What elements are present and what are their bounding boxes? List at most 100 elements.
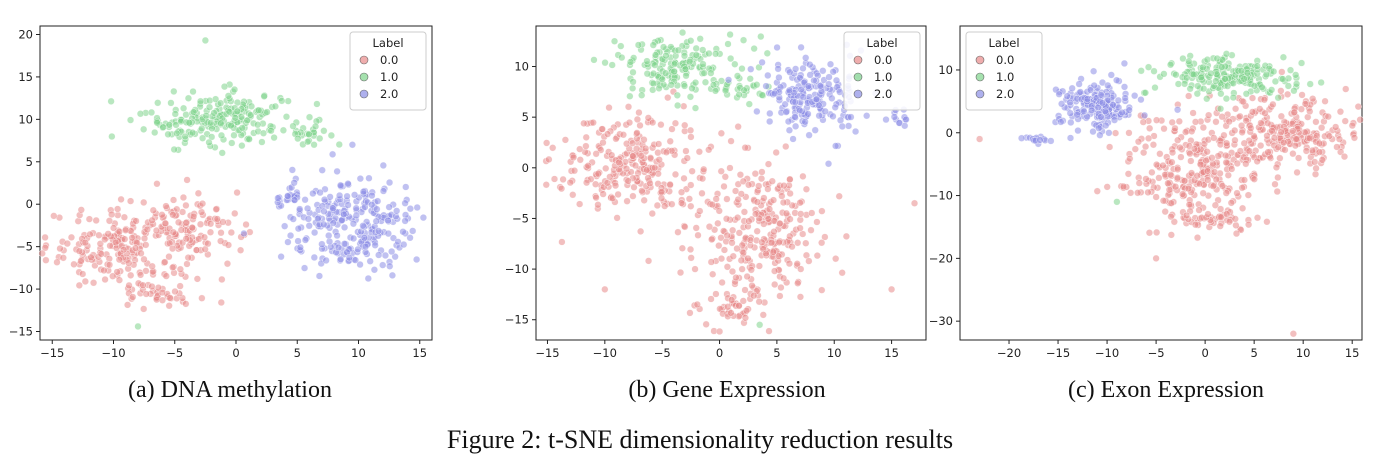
data-point-label-0.0 (219, 218, 227, 226)
data-point-label-0.0 (112, 238, 120, 247)
data-point-label-0.0 (1182, 128, 1190, 136)
data-point-label-2.0 (296, 243, 304, 251)
x-tick-label: −5 (654, 346, 671, 360)
data-point-label-0.0 (576, 145, 584, 153)
y-tick-label: 10 (514, 60, 529, 74)
legend: Label 0.0 1.0 2.0 (965, 31, 1043, 111)
data-point-label-0.0 (1253, 214, 1262, 222)
data-point-label-0.0 (169, 196, 178, 204)
data-point-label-0.0 (77, 257, 85, 265)
data-point-label-2.0 (322, 256, 330, 265)
legend-title: Label (866, 36, 897, 50)
data-point-label-1.0 (1193, 90, 1201, 98)
data-point-label-2.0 (863, 112, 871, 120)
data-point-label-0.0 (686, 245, 695, 254)
data-point-label-1.0 (238, 142, 246, 150)
data-point-label-1.0 (282, 113, 291, 121)
data-point-label-0.0 (887, 285, 896, 293)
data-point-label-1.0 (247, 102, 256, 110)
data-point-label-0.0 (631, 161, 640, 170)
data-point-label-2.0 (310, 253, 318, 262)
data-point-label-1.0 (686, 58, 694, 66)
data-point-label-2.0 (1066, 109, 1074, 117)
data-point-label-0.0 (686, 309, 694, 317)
data-point-label-1.0 (189, 87, 197, 96)
data-point-label-1.0 (699, 60, 707, 68)
data-point-label-0.0 (1224, 171, 1232, 179)
data-point-label-0.0 (101, 275, 109, 284)
data-point-label-0.0 (231, 209, 239, 218)
data-point-label-1.0 (681, 65, 690, 73)
data-point-label-0.0 (63, 239, 71, 248)
data-point-label-0.0 (41, 233, 49, 242)
data-point-label-2.0 (1066, 134, 1075, 142)
data-point-label-0.0 (715, 207, 723, 215)
data-point-label-1.0 (662, 52, 670, 60)
data-point-label-0.0 (818, 286, 826, 294)
data-point-label-2.0 (406, 205, 414, 213)
data-point-label-2.0 (388, 271, 397, 279)
data-point-label-1.0 (1229, 79, 1237, 87)
data-point-label-2.0 (304, 204, 312, 213)
data-point-label-1.0 (199, 134, 207, 142)
data-point-label-0.0 (148, 216, 156, 224)
data-point-label-2.0 (824, 160, 833, 168)
data-point-label-0.0 (182, 235, 190, 243)
data-point-label-2.0 (828, 94, 836, 102)
data-point-label-0.0 (646, 154, 655, 162)
data-point-label-0.0 (757, 174, 766, 183)
data-point-label-0.0 (1315, 148, 1324, 156)
data-point-label-0.0 (681, 223, 689, 231)
data-point-label-2.0 (304, 215, 312, 223)
data-point-label-0.0 (1245, 221, 1253, 229)
data-point-label-0.0 (1140, 149, 1148, 157)
data-point-label-0.0 (728, 239, 736, 247)
data-point-label-2.0 (882, 115, 890, 124)
legend-marker-2.0 (853, 89, 863, 99)
data-point-label-0.0 (741, 144, 749, 152)
data-point-label-0.0 (1093, 187, 1101, 195)
data-point-label-0.0 (1146, 124, 1154, 132)
data-point-label-0.0 (127, 271, 135, 279)
data-point-label-2.0 (354, 245, 362, 253)
data-point-label-0.0 (762, 249, 770, 258)
data-point-label-0.0 (148, 282, 156, 291)
data-point-label-2.0 (333, 231, 341, 240)
data-point-label-2.0 (343, 192, 351, 200)
data-point-label-1.0 (651, 51, 660, 59)
data-point-label-0.0 (1193, 234, 1202, 242)
data-point-label-1.0 (196, 97, 205, 105)
data-point-label-0.0 (813, 252, 821, 260)
data-point-label-1.0 (267, 127, 275, 135)
data-point-label-1.0 (753, 81, 761, 89)
data-point-label-2.0 (1063, 92, 1071, 100)
data-point-label-0.0 (796, 199, 804, 207)
data-point-label-2.0 (1173, 106, 1182, 114)
data-point-label-2.0 (325, 231, 333, 240)
data-point-label-2.0 (294, 237, 302, 245)
data-point-label-0.0 (218, 275, 226, 284)
data-point-label-1.0 (167, 99, 175, 107)
chart-panel-gene-expression: −15 −10 −5 0 5 10 15 −15 −10 −5 0 5 10 Label 0.0 1.0 2.0 (494, 20, 934, 360)
legend-label-0.0: 0.0 (996, 53, 1014, 67)
data-point-label-1.0 (626, 92, 634, 100)
x-tick-label: 15 (412, 346, 427, 360)
data-point-label-1.0 (649, 69, 658, 78)
data-point-label-0.0 (715, 327, 724, 336)
data-point-label-2.0 (374, 197, 382, 205)
figure-caption: Figure 2: t-SNE dimensionality reduction… (446, 425, 954, 454)
data-point-label-0.0 (177, 226, 185, 234)
data-point-label-0.0 (720, 182, 728, 191)
data-point-label-0.0 (1271, 180, 1279, 188)
data-point-label-0.0 (644, 114, 652, 122)
data-point-label-0.0 (1354, 103, 1362, 111)
data-point-label-1.0 (207, 119, 215, 127)
data-point-label-2.0 (831, 103, 839, 111)
data-point-label-0.0 (1160, 125, 1168, 133)
data-point-label-0.0 (633, 115, 642, 124)
data-point-label-0.0 (1238, 184, 1246, 192)
data-point-label-0.0 (1202, 156, 1210, 165)
data-point-label-0.0 (818, 207, 826, 215)
data-point-label-0.0 (140, 305, 148, 313)
data-point-label-0.0 (1144, 188, 1152, 196)
